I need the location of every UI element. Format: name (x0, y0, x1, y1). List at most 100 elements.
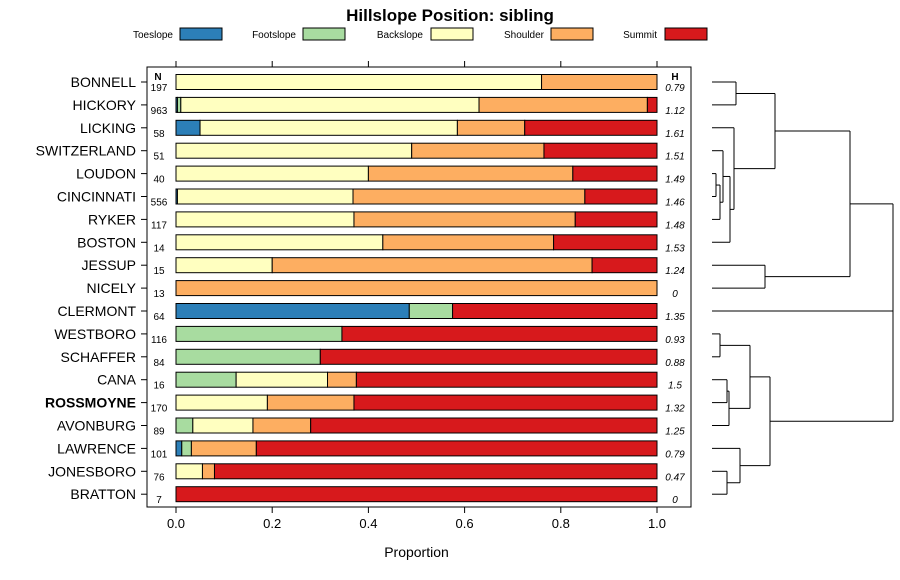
bar-segment-licking-backslope (199, 119, 458, 136)
series-label: RYKER (88, 211, 136, 227)
bar-segment-boston-summit (553, 234, 658, 251)
bar-segment-westboro-summit (341, 325, 658, 342)
chart-title: Hillslope Position: sibling (346, 6, 554, 25)
series-label: SWITZERLAND (36, 143, 136, 159)
bar-row-licking: LICKING 58 1.61 (80, 119, 685, 140)
n-value: 170 (151, 404, 168, 415)
bar-row-rossmoyne: ROSSMOYNE 170 1.32 (45, 394, 685, 415)
bar-row-cana: CANA 16 1.5 (97, 371, 682, 392)
legend-swatch-backslope (430, 27, 474, 41)
n-value: 15 (153, 266, 165, 277)
bar-row-boston: BOSTON 14 1.53 (77, 234, 685, 254)
h-value: 1.53 (665, 243, 685, 254)
bar-segment-lawrence-toeslope (175, 440, 183, 457)
bar-segment-licking-shoulder (456, 119, 526, 136)
bar-segment-switzerland-shoulder (411, 142, 545, 159)
legend-label-footslope: Footslope (252, 30, 296, 41)
h-value: 0.79 (665, 83, 685, 94)
dendrogram (712, 81, 894, 495)
x-tick-label: 0.8 (552, 516, 570, 531)
series-label: AVONBURG (57, 418, 136, 434)
series-label: JESSUP (82, 257, 136, 273)
bar-segment-jessup-shoulder (271, 257, 593, 274)
bar-segment-ryker-shoulder (353, 211, 576, 228)
h-value: 0.88 (665, 358, 685, 369)
bar-row-avonburg: AVONBURG 89 1.25 (57, 417, 685, 438)
series-label: CANA (97, 372, 137, 388)
bar-segment-clermont-summit (452, 303, 658, 319)
bar-row-hickory: HICKORY 963 1.12 (72, 96, 685, 117)
bar-segment-switzerland-summit (543, 142, 658, 159)
n-value: 13 (153, 289, 165, 300)
x-tick-label: 1.0 (648, 516, 666, 531)
bar-segment-jonesboro-summit (213, 463, 658, 480)
series-label: LOUDON (76, 166, 136, 182)
bar-segment-rossmoyne-backslope (175, 394, 268, 411)
plot-area: 0.0 0.2 0.4 0.6 0.8 1.0 Proportion N H BONNELL 197… (36, 61, 692, 560)
n-column-header: N (154, 72, 161, 83)
bar-segment-bonnell-backslope (175, 74, 543, 90)
bar-segment-nicely-shoulder (175, 280, 658, 297)
n-value: 116 (151, 335, 167, 346)
h-value: 1.12 (665, 106, 685, 117)
n-value: 84 (153, 358, 165, 369)
bar-segment-rossmoyne-summit (353, 394, 658, 411)
h-value: 0.79 (665, 449, 685, 460)
bar-segment-jonesboro-backslope (175, 463, 203, 480)
legend-label-backslope: Backslope (377, 30, 424, 41)
bar-segment-rossmoyne-shoulder (266, 394, 355, 411)
bar-segment-cana-backslope (235, 371, 329, 388)
series-label: HICKORY (72, 97, 136, 113)
n-value: 51 (153, 152, 165, 163)
bar-row-westboro: WESTBORO 116 0.93 (54, 325, 685, 346)
bar-row-jessup: JESSUP 15 1.24 (82, 257, 685, 277)
series-label: CLERMONT (57, 303, 136, 319)
h-value: 1.25 (665, 427, 685, 438)
bar-segment-westboro-footslope (175, 325, 343, 342)
bar-row-jonesboro: JONESBORO 76 0.47 (48, 463, 685, 483)
bar-row-lawrence: LAWRENCE 101 0.79 (57, 440, 685, 460)
bar-segment-bonnell-shoulder (541, 74, 658, 90)
bar-segment-cincinnati-shoulder (352, 188, 586, 205)
series-label: LAWRENCE (57, 440, 136, 456)
legend: Toeslope Footslope Backslope Shoulder Summit (133, 27, 708, 41)
bar-segment-licking-toeslope (175, 119, 201, 136)
bar-row-ryker: RYKER 117 1.48 (88, 211, 685, 231)
h-value: 1.49 (665, 175, 685, 186)
n-value: 117 (151, 220, 167, 231)
h-value: 0 (672, 495, 678, 506)
legend-label-summit: Summit (623, 30, 657, 41)
legend-label-toeslope: Toeslope (133, 30, 173, 41)
x-tick-label: 0.0 (167, 516, 185, 531)
h-value: 1.48 (665, 220, 685, 231)
x-tick-label: 0.4 (359, 516, 377, 531)
series-label: NICELY (86, 280, 136, 296)
h-value: 1.51 (665, 152, 684, 163)
n-value: 89 (153, 427, 165, 438)
bar-segment-cincinnati-backslope (176, 188, 354, 205)
bar-segment-avonburg-backslope (192, 417, 254, 434)
n-value: 40 (153, 175, 165, 186)
bar-segment-clermont-footslope (408, 303, 454, 319)
h-value: 1.5 (668, 381, 682, 392)
bar-segment-hickory-summit (646, 96, 658, 113)
bar-segment-jonesboro-shoulder (201, 463, 215, 480)
x-axis-title: Proportion (384, 544, 449, 560)
n-value: 963 (151, 106, 168, 117)
bar-segment-jessup-backslope (175, 257, 273, 274)
bar-segment-lawrence-summit (255, 440, 658, 457)
bar-segment-jessup-summit (591, 257, 658, 274)
bar-segment-hickory-footslope (176, 96, 182, 113)
series-label: BOSTON (77, 234, 136, 250)
legend-swatch-footslope (302, 27, 346, 41)
bar-segment-lawrence-footslope (181, 440, 192, 457)
bar-segment-hickory-backslope (180, 96, 480, 113)
series-label: JONESBORO (48, 463, 136, 479)
bar-segment-boston-backslope (175, 234, 384, 251)
bar-segment-loudon-backslope (175, 165, 369, 182)
plot-frame (146, 66, 692, 508)
h-value: 1.32 (665, 404, 685, 415)
legend-swatch-shoulder (550, 27, 594, 41)
n-value: 76 (153, 472, 165, 483)
